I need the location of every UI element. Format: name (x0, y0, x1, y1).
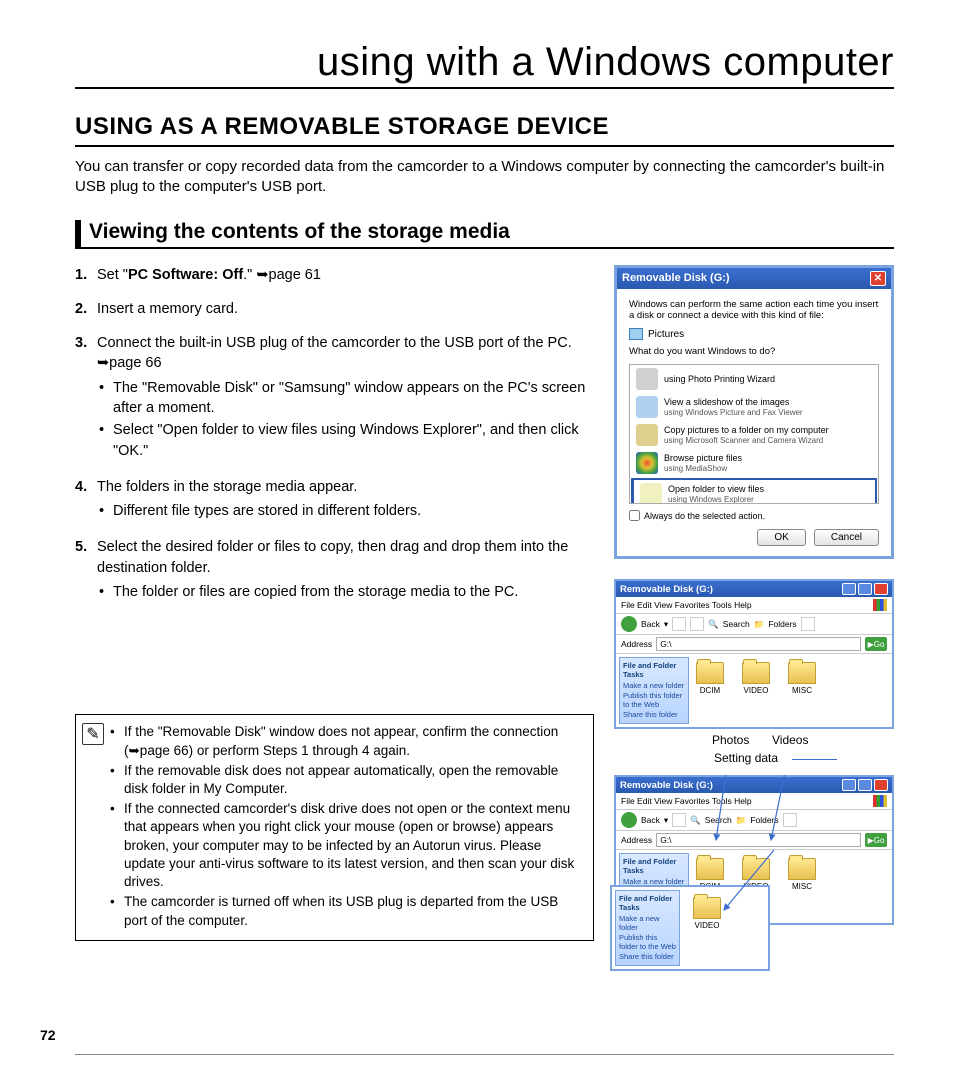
always-checkbox[interactable] (629, 510, 640, 521)
up-icon[interactable] (690, 617, 704, 631)
ok-button[interactable]: OK (757, 529, 805, 546)
step-item: 3.Connect the built-in USB plug of the c… (75, 333, 594, 463)
section-title: USING AS A REMOVABLE STORAGE DEVICE (75, 113, 894, 147)
step-sub-bullet: The "Removable Disk" or "Samsung" window… (97, 378, 594, 419)
folder-video[interactable]: VIDEO (742, 662, 770, 695)
tasks-panel: File and Folder Tasks Make a new folder … (619, 657, 689, 724)
folder-area[interactable]: VIDEO (683, 887, 768, 969)
photos-label: Photos (712, 733, 749, 747)
folder-icon (696, 858, 724, 880)
folder-dcim[interactable]: DCIM (696, 662, 724, 695)
folder-area[interactable]: DCIM VIDEO MISC (692, 654, 892, 727)
step-item: 1.Set "PC Software: Off." ➥page 61 (75, 265, 594, 285)
back-button-icon[interactable] (621, 616, 637, 632)
back-button-icon[interactable] (621, 812, 637, 828)
footer-rule (75, 1054, 894, 1055)
tasks-panel: File and Folder Tasks Make a new folder … (615, 890, 680, 966)
maximize-icon[interactable] (858, 583, 872, 595)
autoplay-dialog: Removable Disk (G:) ✕ Windows can perfor… (614, 265, 894, 560)
up-icon[interactable] (672, 813, 686, 827)
close-icon[interactable] (874, 779, 888, 791)
minimize-icon[interactable] (842, 779, 856, 791)
address-bar[interactable]: G:\ (656, 637, 861, 651)
folder-type-labels: Photos Videos Setting data (614, 733, 894, 769)
note-icon: ✎ (82, 723, 104, 745)
page-number: 72 (40, 1027, 56, 1043)
folder-video[interactable]: VIDEO (693, 897, 721, 930)
always-label: Always do the selected action. (644, 511, 765, 521)
explorer-window-1: Removable Disk (G:) File Edit View Favor… (614, 579, 894, 729)
pictures-label: Pictures (648, 329, 684, 340)
note-item: The camcorder is turned off when its USB… (110, 893, 583, 929)
menu-bar[interactable]: File Edit View Favorites Tools Help (621, 796, 752, 806)
folder-icon (788, 662, 816, 684)
address-label: Address (621, 639, 652, 649)
cancel-button[interactable]: Cancel (814, 529, 879, 546)
setting-data-label: Setting data (714, 751, 778, 765)
folder-misc[interactable]: MISC (788, 858, 816, 891)
folders-label[interactable]: Folders (768, 619, 796, 629)
intro-text: You can transfer or copy recorded data f… (75, 157, 894, 198)
folder-icon (788, 858, 816, 880)
explorer-title: Removable Disk (G:) (620, 780, 713, 791)
action-item[interactable]: Browse picture filesusing MediaShow (630, 449, 878, 477)
action-item[interactable]: using Photo Printing Wizard (630, 365, 878, 393)
action-item[interactable]: Open folder to view filesusing Windows E… (631, 478, 877, 504)
views-icon[interactable] (801, 617, 815, 631)
always-checkbox-row[interactable]: Always do the selected action. (629, 510, 879, 521)
note-bullets: If the "Removable Disk" window does not … (110, 723, 583, 931)
folder-icon (742, 858, 770, 880)
dialog-title: Removable Disk (G:) (622, 272, 730, 284)
note-item: If the connected camcorder's disk drive … (110, 800, 583, 891)
note-item: If the removable disk does not appear au… (110, 762, 583, 798)
folder-icon (693, 897, 721, 919)
go-button[interactable]: ▶ Go (865, 833, 887, 847)
explorer-window-3: File and Folder Tasks Make a new folder … (610, 885, 770, 971)
views-icon[interactable] (783, 813, 797, 827)
close-icon[interactable] (874, 583, 888, 595)
forward-icon[interactable] (672, 617, 686, 631)
folder-icon (696, 662, 724, 684)
picture-icon (629, 328, 643, 340)
windows-flag-icon (873, 599, 887, 611)
step-item: 5.Select the desired folder or files to … (75, 537, 594, 604)
back-label: Back (641, 619, 660, 629)
minimize-icon[interactable] (842, 583, 856, 595)
action-item[interactable]: Copy pictures to a folder on my computer… (630, 421, 878, 449)
dialog-message: Windows can perform the same action each… (629, 299, 879, 323)
videos-label: Videos (772, 733, 808, 747)
note-item: If the "Removable Disk" window does not … (110, 723, 583, 759)
close-icon[interactable]: ✕ (870, 271, 886, 286)
action-list[interactable]: using Photo Printing Wizard View a slide… (629, 364, 879, 504)
folder-misc[interactable]: MISC (788, 662, 816, 695)
go-button[interactable]: ▶ Go (865, 637, 887, 651)
explorer-title: Removable Disk (G:) (620, 584, 713, 595)
step-sub-bullet: Select "Open folder to view files using … (97, 420, 594, 461)
step-item: 2.Insert a memory card. (75, 299, 594, 319)
steps-list: 1.Set "PC Software: Off." ➥page 61 2.Inse… (75, 265, 594, 605)
chapter-title: using with a Windows computer (75, 40, 894, 89)
action-item[interactable]: View a slideshow of the imagesusing Wind… (630, 393, 878, 421)
menu-bar[interactable]: File Edit View Favorites Tools Help (621, 600, 752, 610)
search-label[interactable]: Search (723, 619, 750, 629)
windows-flag-icon (873, 795, 887, 807)
step-sub-bullet: Different file types are stored in diffe… (97, 501, 594, 521)
dialog-prompt: What do you want Windows to do? (629, 346, 879, 358)
subsection-title: Viewing the contents of the storage medi… (75, 220, 894, 249)
maximize-icon[interactable] (858, 779, 872, 791)
step-item: 4.The folders in the storage media appea… (75, 477, 594, 524)
step-sub-bullet: The folder or files are copied from the … (97, 582, 594, 602)
folder-icon (742, 662, 770, 684)
note-box: ✎ If the "Removable Disk" window does no… (75, 714, 594, 940)
address-bar[interactable]: G:\ (656, 833, 861, 847)
